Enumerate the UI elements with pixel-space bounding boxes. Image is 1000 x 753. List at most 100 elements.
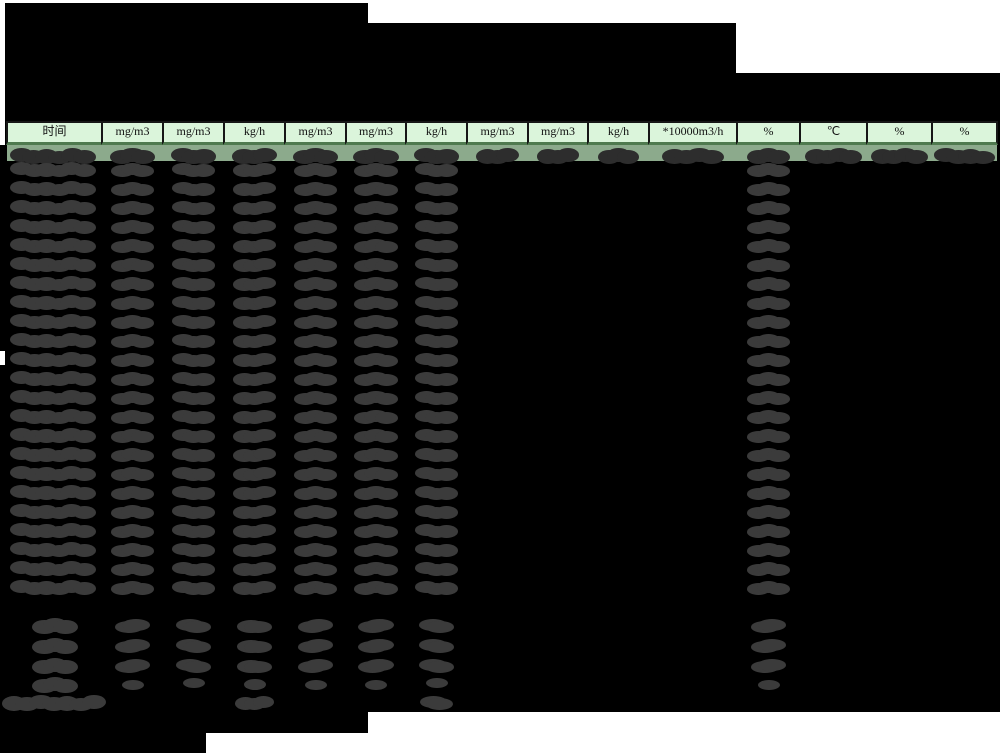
redacted-cell-value [293, 353, 338, 367]
redacted-cell-value [171, 505, 216, 519]
redacted-cell-value [746, 296, 791, 310]
redacted-cell-value [747, 148, 790, 164]
redacted-cell-value [933, 148, 996, 164]
scribble-lobe [131, 317, 155, 329]
redacted-cell-value [354, 524, 398, 538]
scribble-lobe [839, 150, 863, 164]
scribble-lobe [435, 316, 459, 329]
redacted-cell-value [232, 391, 277, 405]
scribble-lobe [243, 621, 273, 633]
redacted-cell-value [358, 659, 394, 673]
redacted-cell-value [354, 239, 398, 253]
scribble-lobe [131, 412, 155, 424]
scribble-lobe [192, 525, 216, 538]
scribble-lobe [767, 260, 791, 272]
redacted-cell-value [353, 148, 399, 164]
redacted-cell-value [232, 410, 277, 424]
redacted-cell-value [293, 505, 338, 519]
scribble-lobe [757, 619, 787, 631]
redacted-cell-value [110, 220, 155, 234]
scribble-lobe [73, 278, 96, 291]
scribble-lobe [314, 241, 338, 253]
redacted-cell-value [746, 467, 791, 481]
redacted-cell-value [746, 448, 791, 462]
redacted-cell-value [121, 679, 144, 690]
redacted-cell-value [746, 505, 791, 519]
scribble-lobe [121, 639, 151, 651]
scribble-lobe [73, 506, 96, 519]
redacted-time-value [10, 200, 96, 215]
redacted-cell-value [746, 581, 791, 595]
scribble-lobe [425, 661, 455, 673]
redacted-cell-value [746, 562, 791, 576]
redacted-cell-value [110, 258, 155, 272]
scribble-lobe [192, 297, 216, 310]
scribble-lobe [314, 298, 338, 310]
redacted-cell-value [414, 163, 459, 177]
scribble-lobe [767, 450, 791, 462]
redacted-cell-value [232, 182, 277, 196]
scribble-lobe [192, 354, 216, 367]
redacted-cell-value [110, 467, 155, 481]
redacted-cell-value [232, 258, 277, 272]
scribble-lobe [767, 279, 791, 291]
scribble-lobe [767, 336, 791, 348]
redacted-cell-value [171, 391, 216, 405]
header-cell-0: 时间 [6, 121, 103, 145]
scribble-lobe [757, 639, 787, 651]
scribble-lobe [73, 373, 96, 386]
scribble-lobe [192, 278, 216, 291]
scribble-lobe [191, 149, 217, 164]
redacted-cell-value [354, 429, 398, 443]
redacted-cell-value [354, 543, 398, 557]
scribble-lobe [435, 221, 459, 234]
redacted-cell-value [746, 410, 791, 424]
redacted-cell-value [110, 277, 155, 291]
redacted-cell-value [414, 334, 459, 348]
scribble-lobe [314, 203, 338, 215]
scribble-lobe [374, 355, 398, 367]
header-cell-11: % [736, 121, 801, 145]
scribble-lobe [131, 564, 155, 576]
redacted-cell-value [171, 296, 216, 310]
header-cell-4: mg/m3 [284, 121, 347, 145]
table-body-redaction-block [5, 143, 1000, 712]
scribble-lobe [374, 260, 398, 272]
scribble-lobe [131, 393, 155, 405]
redacted-time-value [10, 447, 96, 462]
redacted-cell-value [746, 239, 791, 253]
scribble-lobe [253, 391, 277, 403]
redacted-cell-value [304, 679, 327, 690]
redacted-time-value [10, 485, 96, 500]
redacted-cell-value [232, 220, 277, 234]
redacted-cell-value [110, 505, 155, 519]
scribble-lobe [767, 165, 791, 177]
scribble-lobe [905, 150, 929, 164]
scribble-lobe [435, 563, 459, 576]
redacted-cell-value [293, 315, 338, 329]
scribble-lobe [192, 373, 216, 386]
scribble-lobe [304, 639, 334, 651]
redacted-cell-value [418, 619, 455, 633]
redacted-cell-value [110, 524, 155, 538]
redacted-cell-value [232, 429, 277, 443]
redacted-cell-value [293, 334, 338, 348]
redacted-cell-value [414, 448, 459, 462]
scribble-lobe [253, 296, 277, 308]
scribble-lobe [253, 524, 277, 536]
redacted-cell-value [110, 163, 155, 177]
redacted-cell-value [414, 562, 459, 576]
scribble-lobe [131, 507, 155, 519]
scribble-lobe [314, 450, 338, 462]
redacted-cell-value [232, 448, 277, 462]
scribble-lobe [374, 564, 398, 576]
scribble-lobe [314, 317, 338, 329]
redacted-cell-value [110, 429, 155, 443]
scribble-lobe [767, 431, 791, 443]
scribble-lobe [192, 563, 216, 576]
redacted-time-value [10, 238, 96, 253]
redacted-cell-value [171, 182, 216, 196]
redacted-cell-value [746, 429, 791, 443]
scribble-lobe [374, 545, 398, 557]
